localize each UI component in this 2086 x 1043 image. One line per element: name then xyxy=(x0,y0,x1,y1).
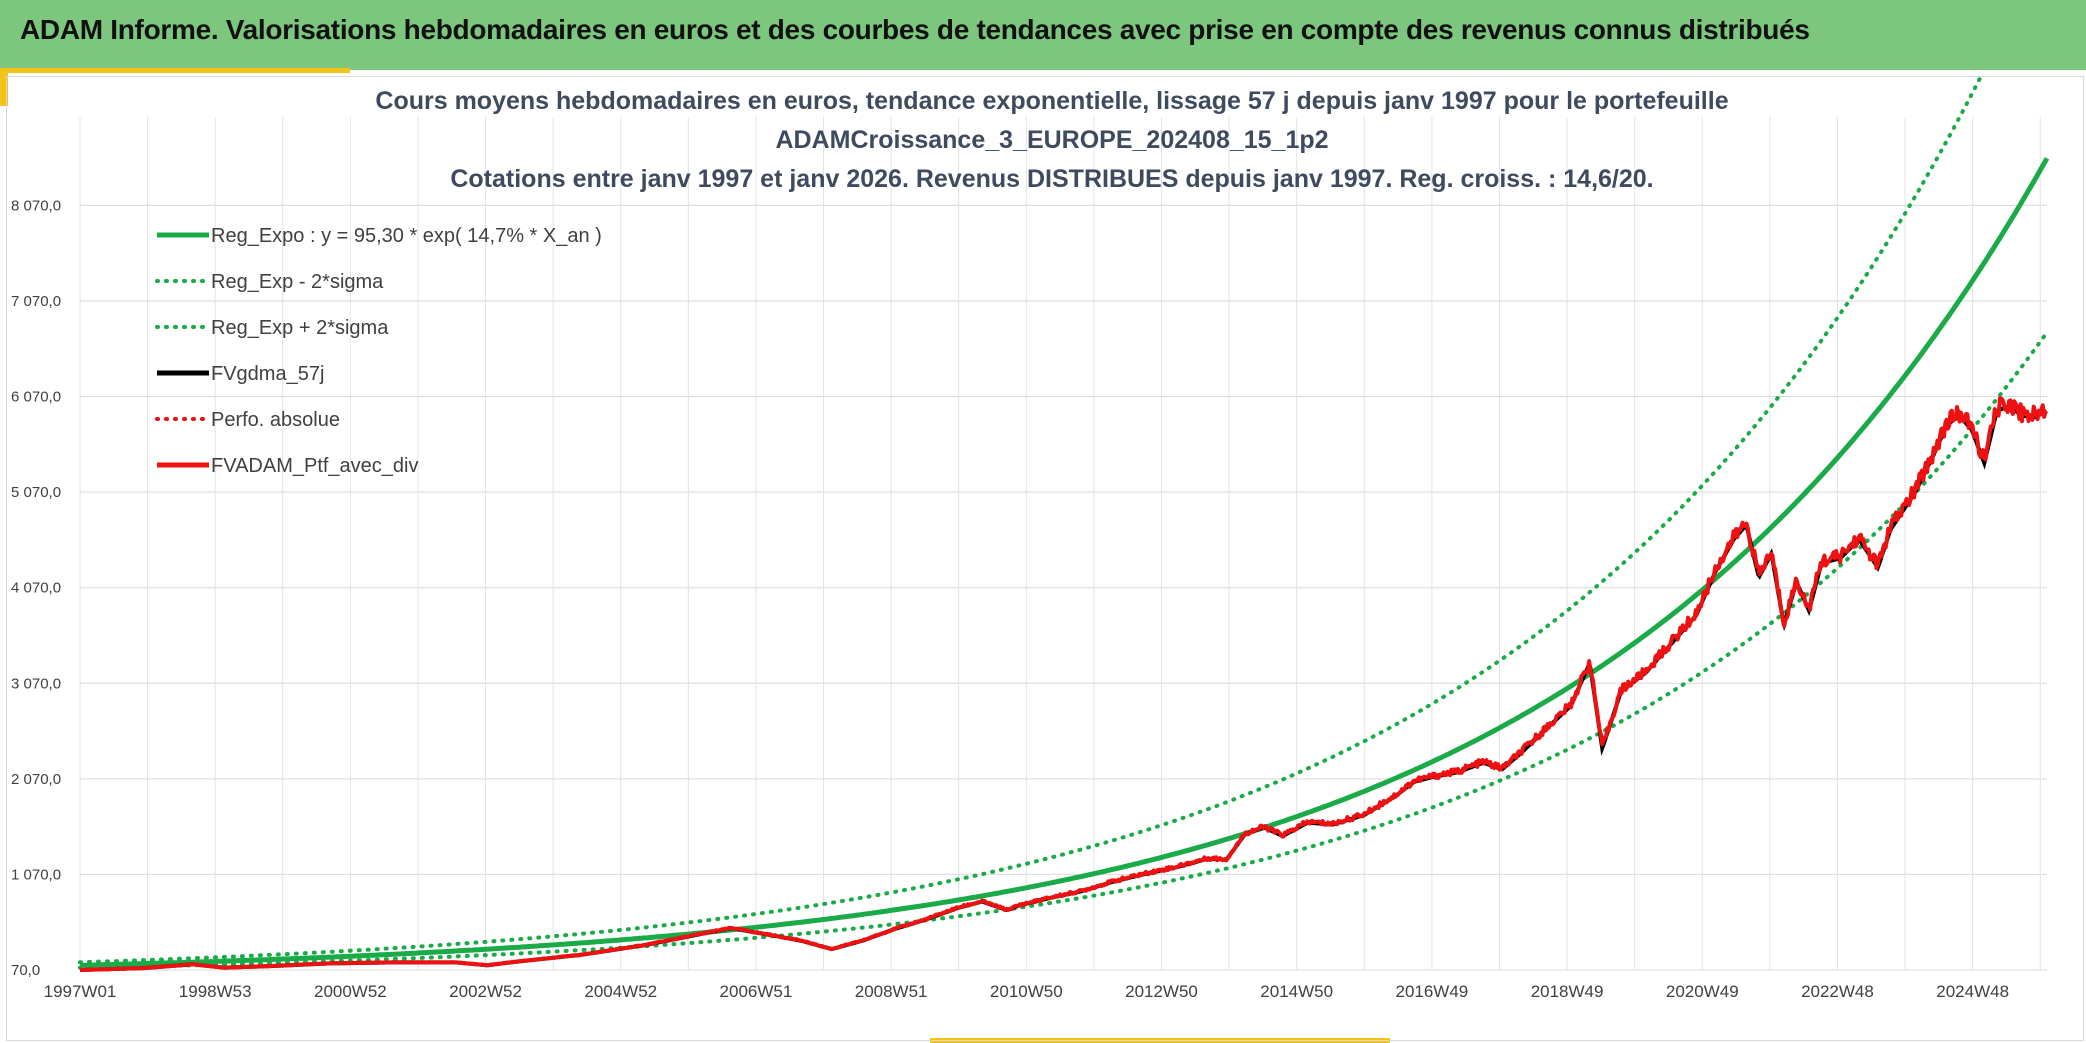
x-tick-label: 2008W51 xyxy=(855,982,928,1001)
chart-title-line-2: ADAMCroissance_3_EUROPE_202408_15_1p2 xyxy=(775,126,1328,154)
y-tick-label: 5 070,0 xyxy=(11,484,61,501)
chart-grid xyxy=(79,117,2047,971)
x-axis-tick-labels: 1997W01 1998W53 2000W52 2002W52 2004W52 2006W… xyxy=(44,982,2009,1001)
y-tick-label: 1 070,0 xyxy=(11,866,61,883)
x-tick-label: 2002W52 xyxy=(449,982,522,1001)
legend-entry-label: Reg_Exp - 2*sigma xyxy=(211,271,384,293)
page-title: ADAM Informe. Valorisations hebdomadaire… xyxy=(20,14,1810,45)
x-tick-label: 2022W48 xyxy=(1801,982,1874,1001)
x-tick-label: 2006W51 xyxy=(720,982,793,1001)
legend-entry-label: Reg_Expo : y = 95,30 * exp( 14,7% * X_an… xyxy=(211,225,602,247)
legend-entry-label: Reg_Exp + 2*sigma xyxy=(211,317,389,339)
x-tick-label: 2024W48 xyxy=(1936,982,2009,1001)
y-tick-label: 70,0 xyxy=(11,962,40,979)
chart-title: Cours moyens hebdomadaires en euros, ten… xyxy=(375,87,1728,193)
header-bar: ADAM Informe. Valorisations hebdomadaire… xyxy=(0,0,2086,70)
line-chart: Cours moyens hebdomadaires en euros, ten… xyxy=(11,77,2050,1001)
x-tick-label: 2004W52 xyxy=(584,982,657,1001)
y-tick-label: 6 070,0 xyxy=(11,389,61,406)
series-fvadam-ptf-avec-div xyxy=(79,396,2049,973)
legend-entry-label: Perfo. absolue xyxy=(211,409,340,431)
x-tick-label: 2018W49 xyxy=(1531,982,1604,1001)
x-tick-label: 1997W01 xyxy=(44,982,117,1001)
chart-series xyxy=(78,77,2050,973)
x-tick-label: 2020W49 xyxy=(1666,982,1739,1001)
legend-entry-label: FVgdma_57j xyxy=(211,363,324,385)
chart-legend: Reg_Expo : y = 95,30 * exp( 14,7% * X_an… xyxy=(155,225,602,477)
series-reg-expo xyxy=(80,157,2050,968)
x-tick-label: 2000W52 xyxy=(314,982,387,1001)
x-tick-label: 2014W50 xyxy=(1260,982,1333,1001)
x-tick-label: 2010W50 xyxy=(990,982,1063,1001)
x-tick-label: 1998W53 xyxy=(179,982,252,1001)
y-tick-label: 7 070,0 xyxy=(11,293,61,310)
y-tick-label: 2 070,0 xyxy=(11,771,61,788)
chart-title-line-3: Cotations entre janv 1997 et janv 2026. … xyxy=(450,165,1653,193)
y-tick-label: 3 070,0 xyxy=(11,675,61,692)
series-reg-exp-plus-2-sigma xyxy=(78,77,1983,965)
series-fvgdma-57j xyxy=(80,404,2048,972)
legend-entry-label: FVADAM_Ptf_avec_div xyxy=(211,455,419,477)
x-tick-label: 2016W49 xyxy=(1395,982,1468,1001)
series-reg-exp-minus-2-sigma xyxy=(78,330,2049,970)
chart-title-line-1: Cours moyens hebdomadaires en euros, ten… xyxy=(375,87,1728,115)
x-tick-label: 2012W50 xyxy=(1125,982,1198,1001)
chart-frame: Cours moyens hebdomadaires en euros, ten… xyxy=(6,76,2084,1041)
y-tick-label: 8 070,0 xyxy=(11,197,61,214)
accent-strip-left xyxy=(0,70,8,106)
y-axis-tick-labels: 70,0 1 070,0 2 070,0 3 070,0 4 070,0 5 070,0 6… xyxy=(11,197,61,979)
accent-strip-top xyxy=(0,68,350,73)
y-tick-label: 4 070,0 xyxy=(11,580,61,597)
